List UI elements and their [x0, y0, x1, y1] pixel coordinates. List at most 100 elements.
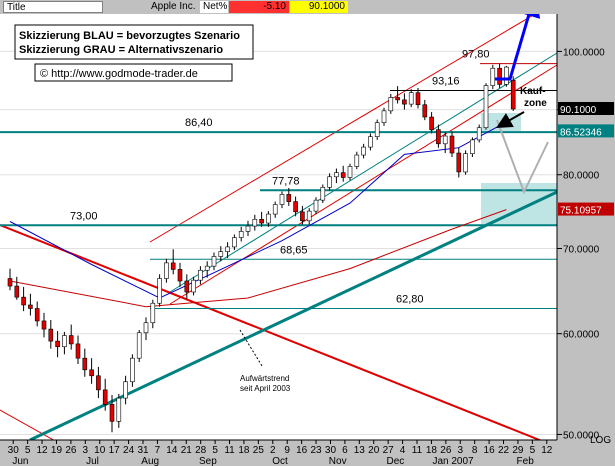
x-tick-label: 11	[224, 445, 235, 456]
candle-body	[62, 335, 67, 348]
candle-body	[388, 97, 394, 112]
x-month-label: Jan 2007	[432, 456, 474, 466]
x-tick-label: 30	[8, 445, 20, 456]
candle-body	[123, 381, 128, 399]
candle-body	[7, 278, 13, 287]
candle-body	[449, 135, 455, 154]
candle-body	[48, 328, 54, 342]
candle-body	[334, 172, 339, 178]
x-tick-label: 26	[440, 445, 452, 456]
candle-body	[402, 99, 407, 105]
scenario-legend: Skizzierung BLAU = bevorzugtes Szenario …	[14, 24, 254, 82]
price-marker-label: 86.52346	[560, 127, 602, 138]
candle-body	[374, 122, 380, 137]
level-label: 93,16	[432, 76, 460, 88]
candle-body	[436, 129, 441, 145]
moving-average-line	[9, 209, 507, 308]
plot-area	[0, 14, 557, 440]
buy-zone-label-line2: zone	[524, 98, 547, 109]
candle-body	[510, 80, 516, 110]
candle-body	[361, 146, 366, 156]
trend-label-line1: Aufwärtstrend	[240, 374, 289, 383]
x-tick-label: 17	[109, 445, 121, 456]
candle-body	[272, 204, 278, 215]
y-tick-label: 80.0000	[563, 171, 600, 182]
candle-body	[300, 211, 305, 222]
title-label: Title	[3, 1, 103, 13]
x-tick-label: 3	[83, 445, 89, 456]
x-tick-label: 3	[457, 445, 463, 456]
x-tick-label: 23	[310, 445, 322, 456]
candle-body	[116, 397, 122, 422]
candle-body	[327, 176, 332, 188]
candle-body	[368, 136, 373, 148]
candle-body	[130, 357, 135, 383]
chart-title-bar: Title Apple Inc. Net% -5.10 90.1000	[0, 0, 615, 14]
lower-channel-line	[169, 64, 558, 305]
level-label: 97,80	[462, 49, 490, 61]
trend-label-leader-line	[239, 329, 263, 367]
candle-body	[354, 154, 360, 167]
x-tick-label: 9	[284, 445, 290, 456]
price-marker-label: 90.1000	[560, 105, 597, 116]
x-month-label: Feb	[517, 456, 535, 466]
candle-body	[177, 269, 183, 282]
moving-average-line	[9, 121, 507, 299]
x-tick-label: 11	[412, 445, 423, 456]
x-tick-label: 16	[296, 445, 308, 456]
level-label: 68,65	[280, 244, 308, 256]
buy-zone-pointer	[496, 111, 525, 128]
candle-body	[218, 251, 224, 257]
candle-body	[470, 139, 475, 154]
candle-body	[252, 218, 258, 227]
y-tick-label: 50.0000	[563, 430, 600, 441]
buy-zone-label-line1: Kauf-	[520, 86, 546, 97]
x-tick-label: 31	[137, 445, 149, 456]
candle-body	[286, 194, 292, 202]
candle-body	[259, 218, 264, 224]
candle-body	[408, 92, 414, 105]
trend-label-line2: seit April 2003	[240, 384, 291, 393]
upper-channel-line	[149, 14, 536, 243]
y-tick-label: 60.0000	[563, 330, 600, 341]
x-month-label: Jun	[12, 456, 28, 466]
x-tick-label: 18	[426, 445, 438, 456]
x-tick-label: 7	[155, 445, 161, 456]
grey-scenario-arrow	[496, 119, 549, 195]
candle-body	[476, 127, 482, 141]
x-month-label: Dec	[386, 456, 404, 466]
candle-body	[504, 66, 509, 85]
candle-body	[89, 369, 94, 377]
x-tick-label: 4	[400, 445, 406, 456]
candle-body	[381, 110, 387, 123]
legend-box	[14, 24, 254, 60]
candle-body	[68, 335, 74, 345]
copyright-text: © http://www.godmode-trader.de	[40, 68, 198, 80]
candle-body	[279, 194, 285, 205]
x-month-label: Jul	[86, 456, 99, 466]
candle-body	[14, 285, 20, 298]
candle-body	[75, 343, 81, 359]
candle-body	[184, 280, 190, 293]
candle-body	[164, 262, 169, 279]
legend-blue-scenario: Skizzierung BLAU = bevorzugtes Szenario	[19, 30, 240, 42]
price-marker-badge	[558, 202, 614, 216]
candle-body	[429, 116, 434, 130]
candle-body	[34, 308, 40, 322]
candle-body	[320, 186, 326, 201]
x-tick-label: 27	[383, 445, 395, 456]
change-label: Net%	[200, 1, 228, 13]
candle-body	[55, 340, 60, 348]
x-tick-label: 22	[498, 445, 510, 456]
x-tick-label: 12	[541, 445, 553, 456]
price-marker-badge	[558, 124, 614, 138]
candle-body	[347, 166, 353, 178]
candle-body	[28, 304, 33, 309]
x-tick-label: 19	[51, 445, 63, 456]
level-label: 73,00	[70, 210, 98, 222]
candle-body	[245, 225, 251, 232]
candle-body	[150, 302, 156, 324]
y-tick-label: 70.0000	[563, 245, 600, 256]
candle-body	[191, 279, 196, 293]
level-label: 62,80	[396, 293, 424, 305]
